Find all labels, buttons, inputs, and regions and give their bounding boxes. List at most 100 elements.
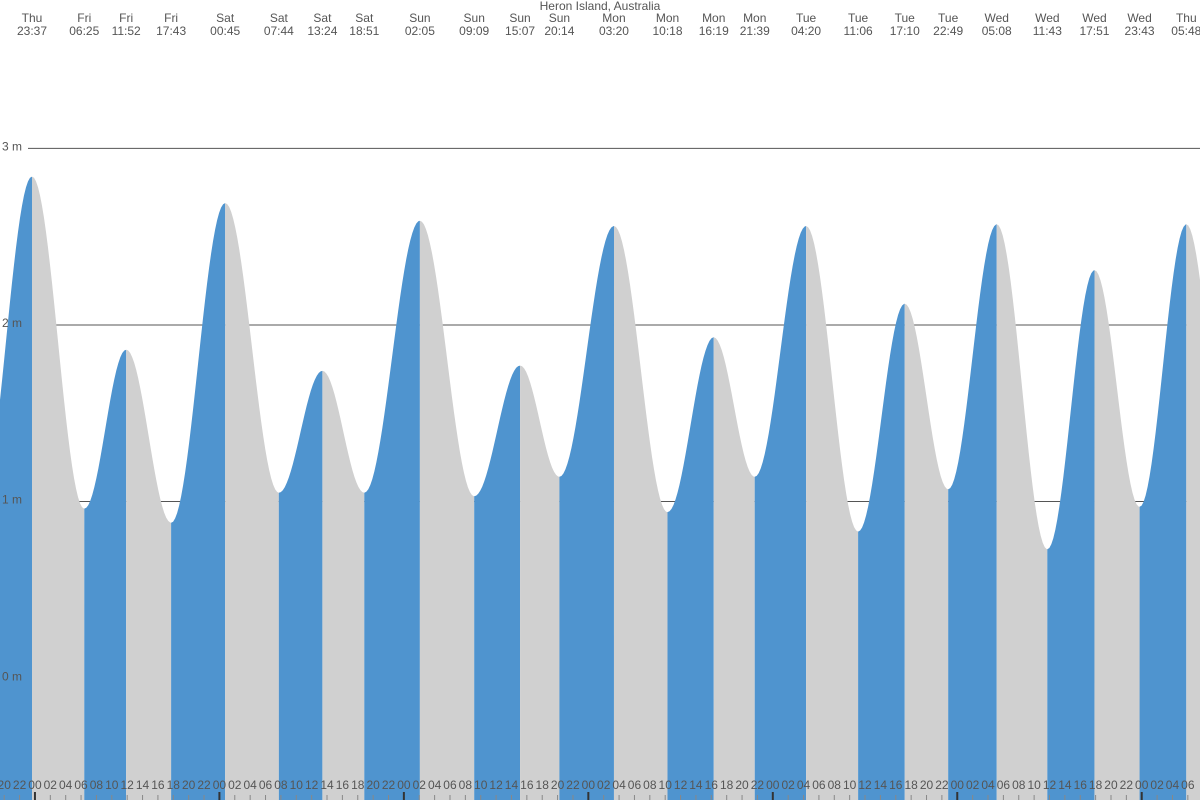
extreme-day: Sat <box>313 11 332 25</box>
hour-label: 14 <box>874 778 888 792</box>
hour-label: 14 <box>505 778 519 792</box>
extreme-time: 17:10 <box>890 24 920 38</box>
hour-label: 16 <box>520 778 534 792</box>
hour-label: 20 <box>920 778 934 792</box>
hour-label: 18 <box>1089 778 1103 792</box>
falling-tide <box>322 370 365 800</box>
hour-label: 08 <box>459 778 473 792</box>
extreme-day: Tue <box>796 11 817 25</box>
rising-tide <box>667 337 714 800</box>
hour-label: 12 <box>305 778 319 792</box>
extreme-time: 10:18 <box>652 24 682 38</box>
extreme-day: Sat <box>270 11 289 25</box>
hour-label: 02 <box>1150 778 1164 792</box>
extreme-day: Sat <box>355 11 374 25</box>
extreme-time: 22:49 <box>933 24 963 38</box>
hour-label: 20 <box>182 778 196 792</box>
extreme-time: 17:43 <box>156 24 186 38</box>
hour-label: 10 <box>843 778 857 792</box>
falling-tide <box>1094 270 1140 800</box>
hour-label: 06 <box>259 778 273 792</box>
hour-label: 08 <box>828 778 842 792</box>
extreme-time: 11:06 <box>844 24 873 38</box>
hour-label: 20 <box>551 778 565 792</box>
hour-label: 00 <box>397 778 411 792</box>
extreme-time: 18:51 <box>349 24 379 38</box>
y-tick-label: 3 m <box>2 140 22 154</box>
hour-label: 00 <box>951 778 965 792</box>
extreme-day: Mon <box>656 11 679 25</box>
rising-tide <box>278 370 323 800</box>
y-tick-label: 0 m <box>2 669 22 683</box>
hour-label: 08 <box>90 778 104 792</box>
extreme-time: 23:43 <box>1125 24 1155 38</box>
extreme-day: Mon <box>743 11 766 25</box>
hour-label: 20 <box>366 778 380 792</box>
hour-label: 02 <box>966 778 980 792</box>
hour-label: 10 <box>659 778 673 792</box>
hour-label: 10 <box>1027 778 1041 792</box>
hour-label: 12 <box>120 778 134 792</box>
rising-tide <box>364 220 420 800</box>
hour-label: 12 <box>674 778 688 792</box>
extreme-time: 20:14 <box>544 24 574 38</box>
extreme-day: Mon <box>702 11 725 25</box>
hour-label: 00 <box>1135 778 1149 792</box>
hour-label: 18 <box>351 778 365 792</box>
extreme-time: 05:08 <box>982 24 1012 38</box>
falling-tide <box>419 220 475 800</box>
extreme-time: 04:20 <box>791 24 821 38</box>
rising-tide <box>948 224 997 800</box>
falling-tide <box>225 203 279 800</box>
hour-label: 02 <box>781 778 795 792</box>
hour-label: 18 <box>720 778 734 792</box>
rising-tide <box>474 365 521 800</box>
extreme-day: Thu <box>1176 11 1197 25</box>
hour-label: 02 <box>44 778 58 792</box>
extreme-time: 11:43 <box>1033 24 1062 38</box>
hour-label: 02 <box>413 778 427 792</box>
hour-label: 04 <box>1166 778 1180 792</box>
extreme-time: 05:48 <box>1171 24 1200 38</box>
falling-tide <box>1186 224 1200 800</box>
rising-tide <box>559 226 614 800</box>
rising-tide <box>1139 224 1187 800</box>
hour-label: 06 <box>74 778 88 792</box>
hour-label: 10 <box>474 778 488 792</box>
hour-label: 04 <box>243 778 257 792</box>
hour-label: 06 <box>628 778 642 792</box>
hour-label: 16 <box>336 778 350 792</box>
extreme-time: 21:39 <box>740 24 770 38</box>
hour-label: 10 <box>290 778 304 792</box>
hour-label: 02 <box>597 778 611 792</box>
hour-label: 04 <box>612 778 626 792</box>
hour-label: 18 <box>167 778 181 792</box>
hour-label: 12 <box>858 778 872 792</box>
hour-label: 20 <box>735 778 749 792</box>
extreme-day: Wed <box>1035 11 1059 25</box>
hour-label: 22 <box>566 778 580 792</box>
hour-label: 22 <box>751 778 765 792</box>
extreme-day: Tue <box>895 11 916 25</box>
hour-label: 22 <box>935 778 949 792</box>
hour-label: 18 <box>536 778 550 792</box>
extreme-day: Fri <box>164 11 178 25</box>
rising-tide <box>754 226 807 800</box>
rising-tide <box>84 349 127 800</box>
y-tick-label: 2 m <box>2 316 22 330</box>
falling-tide <box>996 224 1048 800</box>
extreme-time: 17:51 <box>1079 24 1109 38</box>
falling-tide <box>613 226 668 800</box>
hour-label: 14 <box>689 778 703 792</box>
hour-label: 22 <box>382 778 396 792</box>
hour-label: 16 <box>151 778 165 792</box>
extreme-day: Wed <box>984 11 1008 25</box>
hour-label: 08 <box>274 778 288 792</box>
extreme-time: 07:44 <box>264 24 294 38</box>
hour-label: 20 <box>1104 778 1118 792</box>
hour-label: 04 <box>59 778 73 792</box>
extreme-day: Wed <box>1127 11 1151 25</box>
extreme-time: 03:20 <box>599 24 629 38</box>
extreme-time: 06:25 <box>69 24 99 38</box>
